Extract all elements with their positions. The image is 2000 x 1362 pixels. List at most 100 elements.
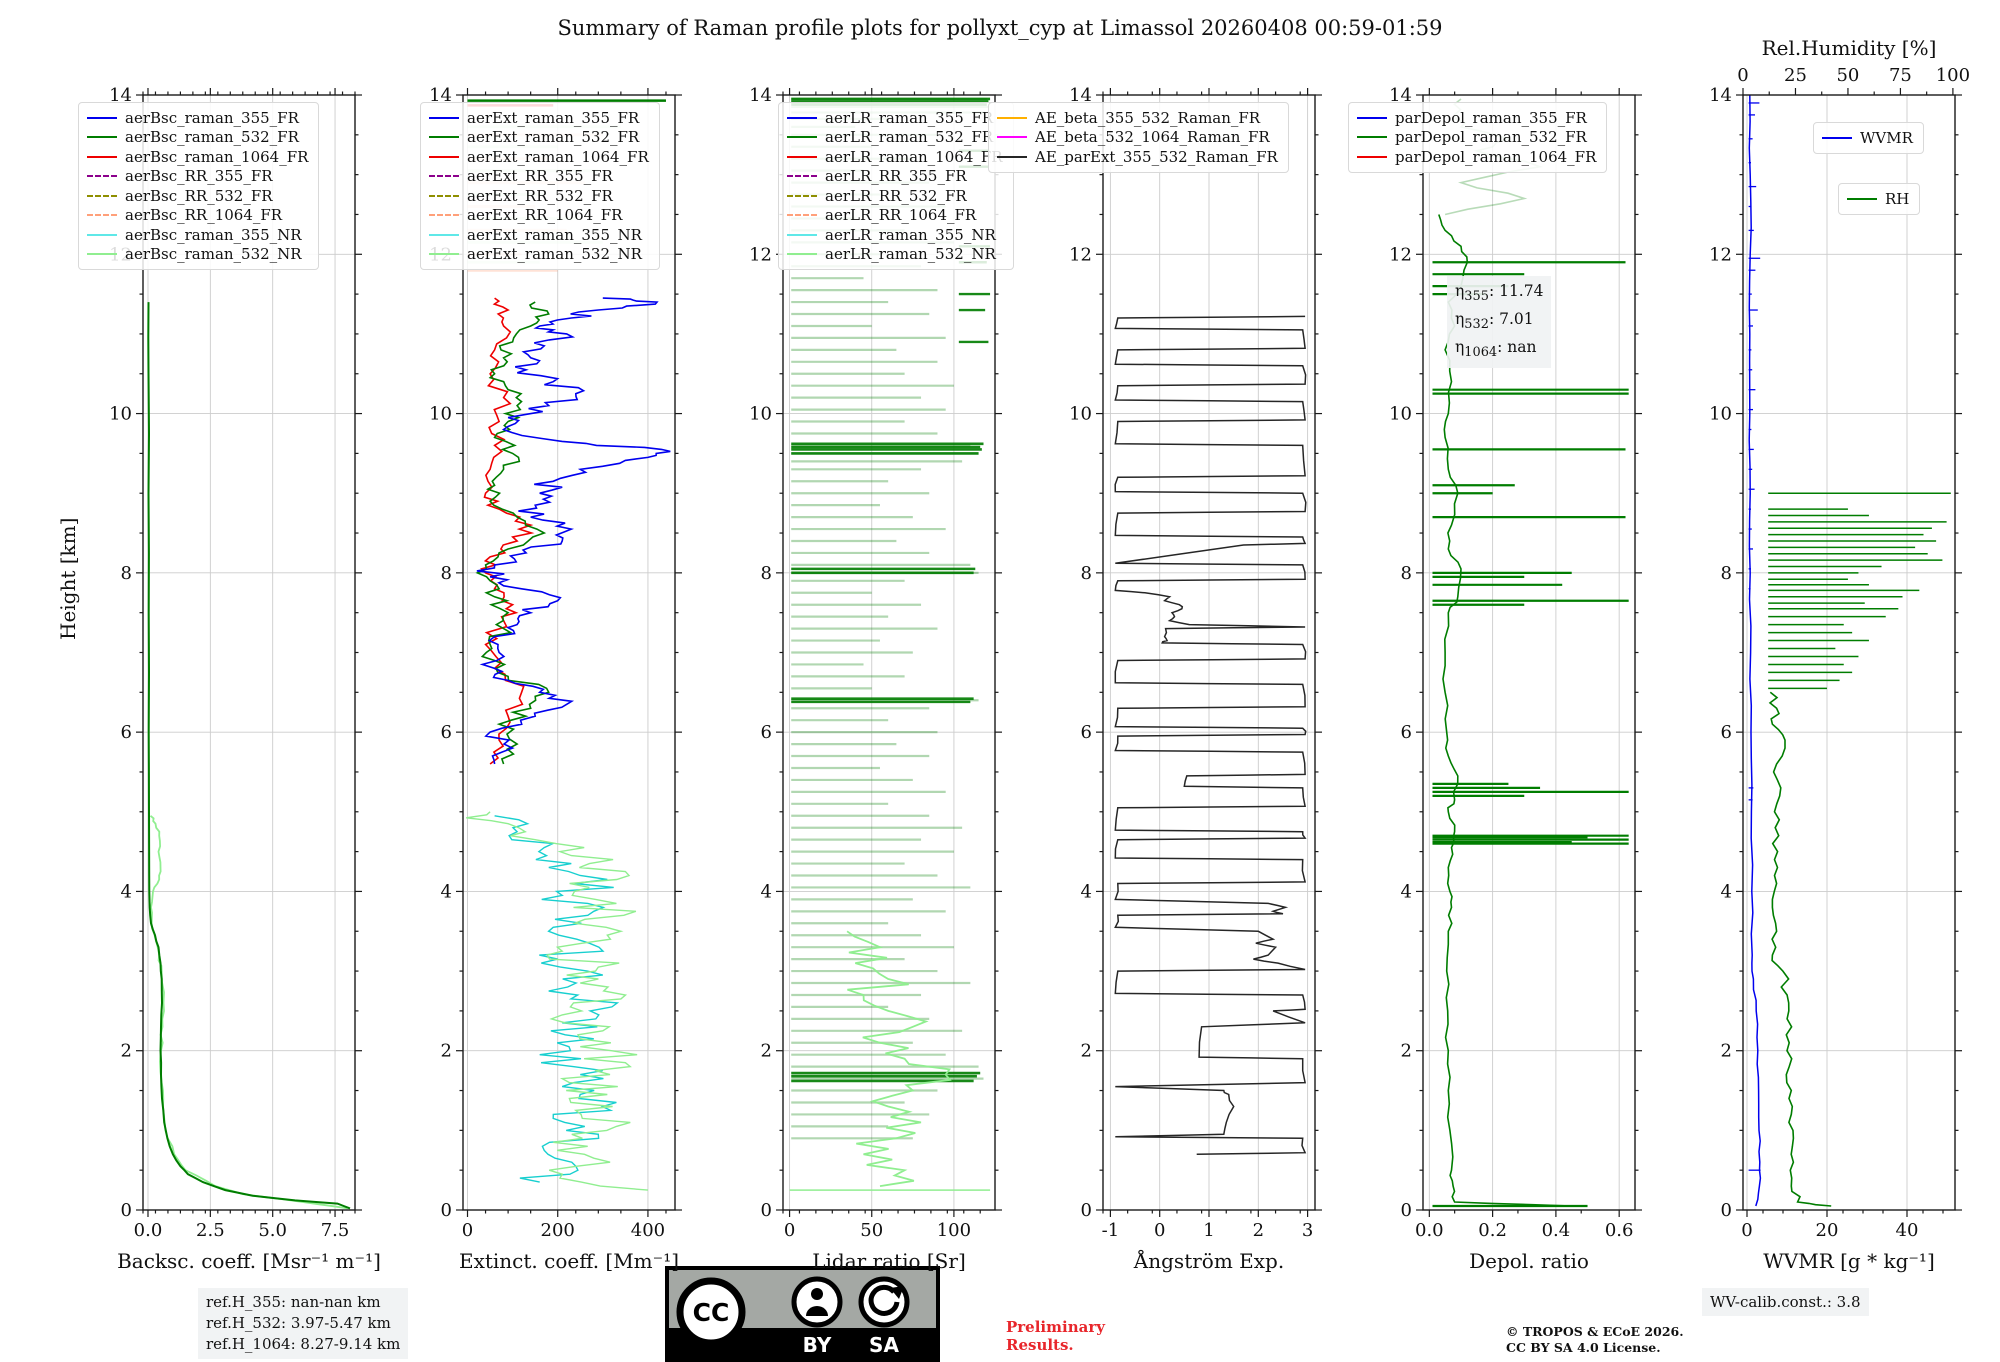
y-tick-label: 4: [1401, 881, 1412, 902]
by-text: BY: [803, 1333, 832, 1357]
legend-item: aerExt_RR_355_FR: [429, 167, 649, 187]
wvmr_rh-legend-0: WVMR: [1813, 122, 1924, 154]
x-tick-label: 0.2: [1478, 1220, 1507, 1241]
legend-label: WVMR: [1860, 128, 1913, 147]
legend-label: parDepol_raman_532_FR: [1395, 128, 1587, 147]
legend-item: RH: [1847, 189, 1909, 209]
legend-label: parDepol_raman_1064_FR: [1395, 147, 1597, 166]
eta-532: η532: 7.01: [1455, 310, 1534, 333]
series-WVMR_spikes: [1748, 102, 1761, 1171]
x-tick-label: -1: [1102, 1220, 1120, 1241]
ref-h-355: ref.H_355: nan-nan km: [206, 1293, 381, 1311]
legend-line-sample: [87, 136, 117, 139]
y-tick-label: 0: [1721, 1200, 1732, 1221]
legend-item: aerBsc_RR_1064_FR: [87, 206, 308, 226]
series-aerExt_raman_355_FR: [476, 297, 671, 765]
legend-line-sample: [87, 194, 117, 197]
legend-item: aerExt_raman_532_NR: [429, 245, 649, 265]
y-tick-label: 0: [121, 1200, 132, 1221]
legend-line-sample: [429, 233, 459, 236]
legend-label: aerExt_raman_532_FR: [467, 128, 640, 147]
x-tick-label: 0: [784, 1220, 795, 1241]
y-tick-label: 10: [429, 404, 452, 425]
x-tick-label: 0.6: [1605, 1220, 1634, 1241]
legend-label: aerBsc_raman_355_NR: [125, 225, 302, 244]
legend-item: aerBsc_raman_1064_FR: [87, 147, 308, 167]
person-head: [811, 1288, 823, 1300]
y-tick-label: 6: [761, 722, 772, 743]
wv-calib-annotation: WV-calib.const.: 3.8: [1702, 1288, 1869, 1316]
legend-line-sample: [429, 214, 459, 217]
cc-text: CC: [693, 1298, 730, 1327]
series-RH: [1768, 691, 1832, 1207]
ref-h-532: ref.H_532: 3.97-5.47 km: [206, 1314, 391, 1332]
legend-line-sample: [1357, 155, 1387, 158]
y-tick-label: 6: [1081, 722, 1092, 743]
eta-355: η355: 11.74: [1455, 282, 1544, 305]
legend-label: aerBsc_RR_532_FR: [125, 186, 273, 205]
legend-label: aerLR_raman_1064_FR: [825, 147, 1003, 166]
x-tick-label: 0.4: [1542, 1220, 1571, 1241]
legend-label: aerBsc_raman_355_FR: [125, 108, 299, 127]
legend-item: aerLR_RR_355_FR: [787, 167, 1003, 187]
x-axis-label: Lidar ratio [Sr]: [812, 1249, 966, 1273]
legend-label: parDepol_raman_355_FR: [1395, 108, 1587, 127]
y-tick-label: 10: [1709, 404, 1732, 425]
legend-item: aerLR_raman_355_NR: [787, 225, 1003, 245]
legend-item: aerBsc_RR_532_FR: [87, 186, 308, 206]
legend-label: aerExt_raman_1064_FR: [467, 147, 649, 166]
x-tick-label: 0: [1154, 1220, 1165, 1241]
y-tick-label: 2: [1081, 1041, 1092, 1062]
legend-item: aerBsc_raman_532_NR: [87, 245, 308, 265]
legend-line-sample: [1822, 136, 1852, 139]
legend-label: aerBsc_RR_355_FR: [125, 167, 273, 186]
eta-annotation: η355: 11.74 η532: 7.01 η1064: nan: [1447, 276, 1552, 369]
y-tick-label: 12: [1069, 244, 1092, 265]
legend-label: RH: [1885, 189, 1910, 208]
panel-wvmr_rh: 0 20 40 0 2 4 6 8 10 12 14 WVMR [g * kg⁻¹] 0 25 50 75 10…: [1709, 36, 1970, 1273]
legend-label: aerBsc_raman_532_NR: [125, 245, 302, 264]
y-tick-label: 14: [1709, 85, 1732, 106]
attribution-person-icon: [791, 1276, 843, 1328]
legend-label: aerExt_raman_532_NR: [467, 245, 642, 264]
y-tick-label: 10: [1389, 404, 1412, 425]
x-tick-label: 3: [1302, 1220, 1313, 1241]
legend-line-sample: [87, 214, 117, 217]
y-tick-label: 12: [1709, 244, 1732, 265]
cc-circle-icon: [676, 1277, 746, 1347]
legend-item: parDepol_raman_1064_FR: [1357, 147, 1596, 167]
legend-line-sample: [87, 175, 117, 178]
legend-line-sample: [87, 253, 117, 256]
x-tick-label: 1: [1203, 1220, 1214, 1241]
eta-1064: η1064: nan: [1455, 338, 1537, 361]
legend-line-sample: [787, 214, 817, 217]
legend-item: aerLR_RR_1064_FR: [787, 206, 1003, 226]
legend-line-sample: [1357, 116, 1387, 119]
y-tick-label: 6: [1401, 722, 1412, 743]
legend-line-sample: [787, 253, 817, 256]
y-tick-label: 8: [761, 563, 772, 584]
legend-line-sample: [87, 116, 117, 119]
series-WVMR: [1748, 94, 1762, 1207]
legend-label: aerExt_raman_355_FR: [467, 108, 640, 127]
legend-item: aerBsc_raman_355_NR: [87, 225, 308, 245]
legend-item: AE_beta_355_532_Raman_FR: [997, 108, 1278, 128]
x-tick-label: 5.0: [258, 1220, 287, 1241]
y-tick-label: 6: [1721, 722, 1732, 743]
y-tick-label: 8: [1401, 563, 1412, 584]
y-tick-label: 0: [761, 1200, 772, 1221]
top-tick-label: 100: [1936, 65, 1970, 86]
share-alike-arrow: [868, 1284, 900, 1316]
x-tick-label: 0.0: [1415, 1220, 1444, 1241]
y-tick-label: 2: [121, 1041, 132, 1062]
legend-item: aerBsc_RR_355_FR: [87, 167, 308, 187]
x-axis-label: WVMR [g * kg⁻¹]: [1763, 1249, 1935, 1273]
top-axis-label: Rel.Humidity [%]: [1762, 36, 1937, 60]
legend-item: aerExt_raman_532_FR: [429, 128, 649, 148]
wvmr_rh-legend-1: RH: [1838, 183, 1921, 215]
legend-line-sample: [997, 155, 1027, 158]
series-aerExt_raman_1064_FR: [480, 297, 535, 765]
legend-item: aerLR_raman_532_FR: [787, 128, 1003, 148]
legend-label: AE_parExt_355_532_Raman_FR: [1035, 147, 1278, 166]
